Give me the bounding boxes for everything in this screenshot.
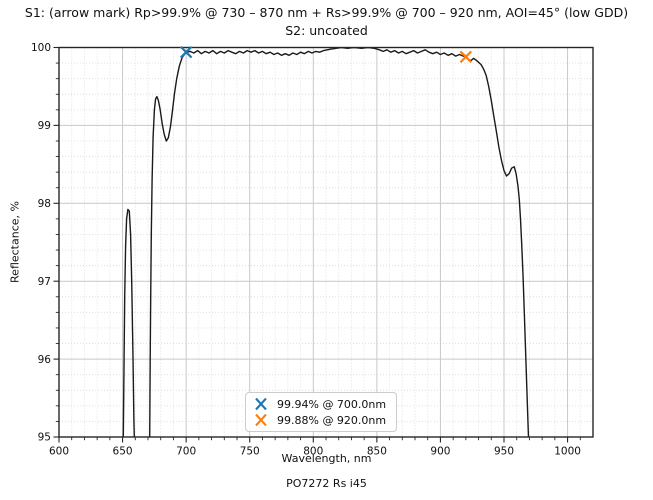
- x-tick-label: 900: [430, 446, 450, 458]
- x-tick-label: 700: [176, 446, 196, 458]
- curve-marker-920nm: [459, 50, 473, 64]
- x-tick-label: 800: [303, 446, 323, 458]
- x-tick-label: 950: [494, 446, 514, 458]
- y-axis-label: Reflectance, %: [8, 201, 22, 283]
- legend-label: 99.94% @ 700.0nm: [277, 397, 387, 411]
- reflectance-curve: [122, 47, 530, 437]
- plot-border: [58, 46, 594, 438]
- x-tick-label: 600: [49, 446, 69, 458]
- legend-item-920nm: 99.88% @ 920.0nm: [253, 412, 386, 428]
- curve-marker-700nm: [179, 45, 193, 59]
- chart-title: S1: (arrow mark) Rp>99.9% @ 730 – 870 nm…: [0, 4, 653, 40]
- x-axis-label: Wavelength, nm: [281, 452, 372, 465]
- chart-title-line2: S2: uncoated: [285, 23, 368, 39]
- x-marker-icon: [255, 413, 267, 427]
- x-tick-label: 750: [240, 446, 260, 458]
- legend-label: 99.88% @ 920.0nm: [277, 413, 387, 427]
- chart-title-line1: S1: (arrow mark) Rp>99.9% @ 730 – 870 nm…: [24, 5, 629, 20]
- footer-label: PO7272 Rs i45: [286, 477, 367, 490]
- y-tick-label: 97: [38, 276, 51, 288]
- legend: 99.94% @ 700.0nm 99.88% @ 920.0nm: [245, 392, 398, 432]
- y-tick-label: 95: [38, 432, 51, 444]
- legend-item-700nm: 99.94% @ 700.0nm: [253, 396, 386, 412]
- x-tick-label: 850: [367, 446, 387, 458]
- y-tick-label: 96: [38, 354, 52, 366]
- y-tick-label: 98: [38, 198, 51, 210]
- y-tick-label: 99: [38, 120, 51, 132]
- x-marker-icon: [255, 397, 267, 411]
- y-tick-label: 100: [31, 42, 51, 54]
- x-tick-label: 1000: [554, 446, 581, 458]
- x-tick-label: 650: [113, 446, 133, 458]
